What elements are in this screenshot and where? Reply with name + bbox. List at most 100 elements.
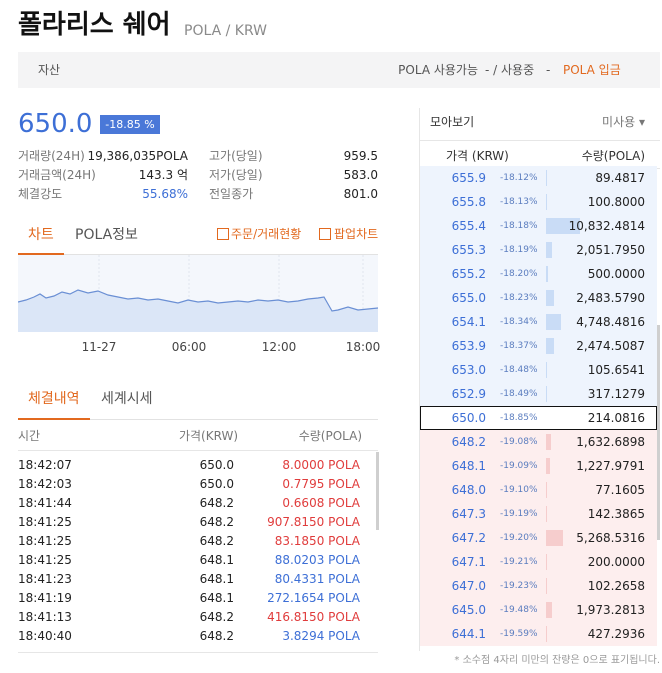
volume-bar [546,626,548,642]
ob-change: -19.20% [500,533,538,543]
trade-qty: 8.0000 POLA [282,458,360,472]
orderbook-row[interactable] [420,502,657,526]
volume-bar [546,602,553,618]
trade-price: 650.0 [199,477,234,491]
ob-price: 655.9 [451,171,486,185]
ob-price: 648.2 [451,435,486,449]
orderbook-row[interactable] [420,358,657,382]
x-tick-label: 06:00 [171,340,207,354]
scrollbar [657,325,660,540]
col-header: 가격(KRW) [178,429,238,443]
ob-qty: 317.1279 [587,387,645,401]
tab-active[interactable]: 체결내역 [28,391,80,407]
tab[interactable]: POLA정보 [75,227,138,243]
stat-label: 저가(당일) [209,168,263,182]
orderbook-mode[interactable]: 미사용 ▾ [602,115,645,129]
ob-price: 655.2 [451,267,486,281]
deposit[interactable]: POLA 입금 [563,63,621,77]
x-tick-label: 18:00 [345,340,381,354]
orderbook-row[interactable] [420,262,657,286]
x-tick-label: 11-27 [81,340,117,354]
ob-qty: 1,227.9791 [576,459,645,473]
ob-qty: 500.0000 [587,267,645,281]
ob-price: 655.3 [451,243,486,257]
orderbook-row[interactable] [420,214,657,238]
orderbook-row[interactable] [420,598,657,622]
ob-change: -18.37% [500,341,538,351]
volume-bar [546,266,548,282]
trade-qty: 0.7795 POLA [282,477,360,491]
trade-price: 648.2 [199,496,234,510]
ob-change: -18.23% [500,293,538,303]
stat-label: 고가(당일) [209,149,263,163]
orderbook-row[interactable] [420,382,657,406]
trade-price: 648.1 [199,553,234,567]
ob-change: -19.08% [500,437,538,447]
header-line [18,450,378,451]
ob-qty: 214.0816 [587,411,645,425]
ob-price: 655.0 [451,291,486,305]
ob-price: 652.9 [451,387,486,401]
stat-value: 55.68% [142,187,188,201]
orderbook-row[interactable] [420,454,657,478]
header-line [419,140,660,141]
ob-change: -18.48% [500,365,538,375]
orderbook-row[interactable] [420,550,657,574]
orderbook-border [419,108,661,651]
orderbook-row[interactable] [420,406,657,430]
volume-bar [546,434,552,450]
orderbook-row[interactable] [420,286,657,310]
orderbook-row[interactable] [420,166,657,190]
ob-price: 654.1 [451,315,486,329]
col-header: 시간 [18,429,41,443]
trade-price: 648.2 [199,534,234,548]
ob-change: -19.09% [500,461,538,471]
ob-price: 645.0 [451,603,486,617]
trade-price: 648.2 [199,629,234,643]
trade-time: 18:42:07 [18,458,72,472]
trade-qty: 83.1850 POLA [274,534,360,548]
ob-price: 655.8 [451,195,486,209]
ob-price: 653.9 [451,339,486,353]
volume-bar [546,386,547,402]
orders-link[interactable]: 주문/거래현황 [231,227,302,241]
orderbook-row[interactable] [420,334,657,358]
asset-label: 자산 [38,63,61,77]
stat-label: 전일종가 [209,187,254,201]
col-header: 수량(POLA) [298,429,362,443]
orderbook-row[interactable] [420,430,657,454]
stat-value: 19,386,035POLA [87,149,188,163]
orderbook-row[interactable] [420,574,657,598]
trade-qty: 3.8294 POLA [282,629,360,643]
orderbook-row[interactable] [420,622,657,646]
ob-change: -18.19% [500,245,538,255]
popup-link[interactable]: 팝업차트 [334,227,379,241]
change-badge: -18.85 % [100,115,160,134]
orderbook-row[interactable] [420,238,657,262]
ob-price: 650.0 [451,411,486,425]
orderbook-row[interactable] [420,478,657,502]
x-tick-label: 12:00 [261,340,297,354]
tab[interactable]: 세계시세 [101,391,153,407]
trade-price: 648.1 [199,572,234,586]
trade-qty: 907.8150 POLA [267,515,360,529]
stat-value: 583.0 [343,168,378,182]
trade-time: 18:41:44 [18,496,72,510]
ob-change: -18.34% [500,317,538,327]
stat-label: 거래금액(24H) [18,168,96,182]
tab-underline [18,253,64,255]
footnote: * 소수점 4자리 미만의 잔량은 0으로 표기됩니다. [454,655,660,666]
ob-change: -18.13% [500,197,538,207]
tab-active[interactable]: 차트 [28,227,54,243]
orderbook-row[interactable] [420,190,657,214]
ob-price: 647.0 [451,579,486,593]
available: POLA 사용가능 [398,63,478,77]
orderbook-row[interactable] [420,526,657,550]
ob-qty: 142.3865 [587,507,645,521]
trade-time: 18:41:13 [18,610,72,624]
ob-change: -19.21% [500,557,538,567]
orderbook-row[interactable] [420,310,657,334]
ob-price: 648.1 [451,459,486,473]
